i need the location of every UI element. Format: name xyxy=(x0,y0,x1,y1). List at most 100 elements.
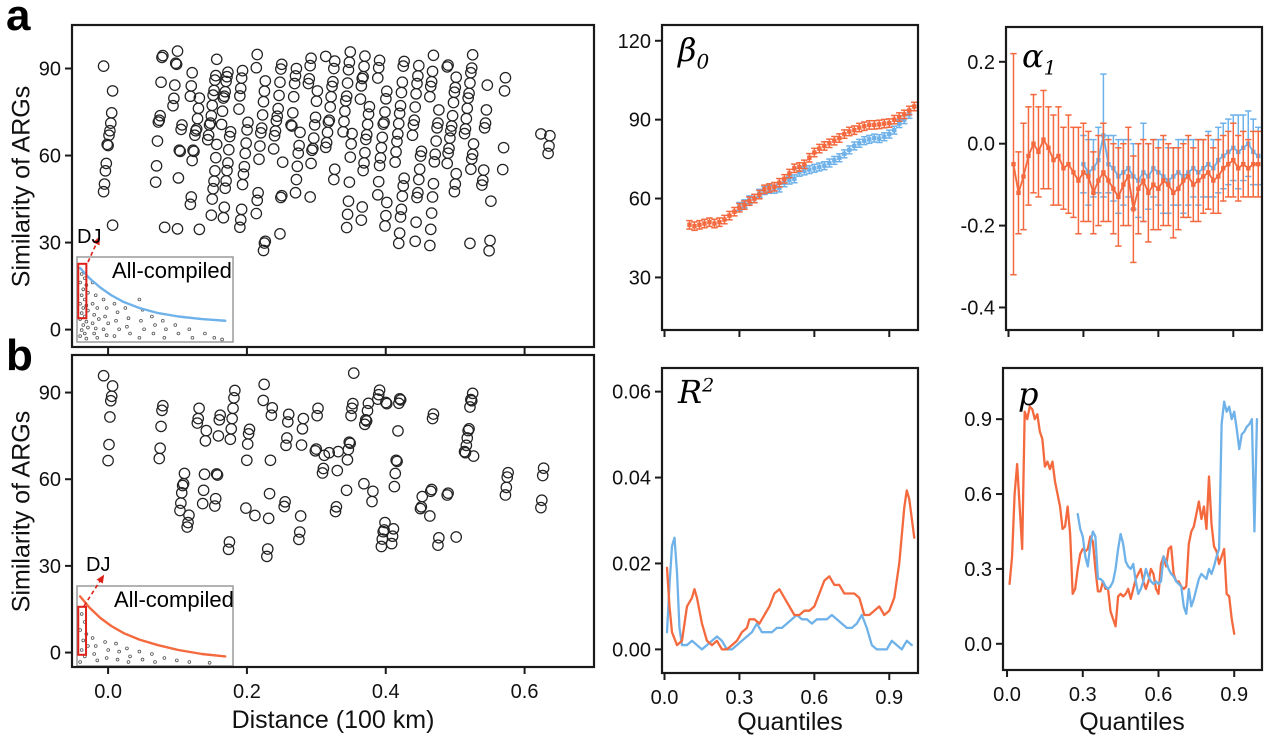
scatter-point xyxy=(465,393,477,406)
scatter-point xyxy=(466,148,479,161)
scatter-point xyxy=(411,77,423,90)
scatter-point xyxy=(154,109,166,122)
scatter-point xyxy=(222,157,234,169)
scatter-point xyxy=(226,412,238,425)
x-tick-label: 0.9 xyxy=(875,687,903,709)
y-tick-label: 0.0 xyxy=(964,634,992,656)
scatter-point xyxy=(309,444,322,457)
scatter-point xyxy=(217,211,230,224)
scatter-point xyxy=(372,61,385,74)
scatter-point xyxy=(476,174,489,187)
scatter-point xyxy=(536,469,549,482)
scatter-point xyxy=(356,72,369,85)
y-tick-label: 30 xyxy=(629,267,651,289)
scatter-point xyxy=(444,132,456,144)
scatter-point xyxy=(209,151,222,164)
panel-b-x-axis-title: Distance (100 km) xyxy=(231,706,435,734)
scatter-point xyxy=(222,66,234,79)
scatter-point xyxy=(196,497,209,510)
scatter-point xyxy=(312,402,324,415)
scatter-point xyxy=(358,60,370,73)
scatter-point xyxy=(464,237,476,250)
scatter-point xyxy=(465,62,478,74)
scatter-point xyxy=(398,172,410,185)
scatter-point xyxy=(182,516,194,529)
scatter-point xyxy=(499,71,512,84)
scatter-point xyxy=(393,227,406,239)
x-tick-label: 0.4 xyxy=(372,681,400,703)
scatter-point xyxy=(450,531,463,543)
scatter-point xyxy=(447,96,460,109)
scatter-point xyxy=(154,442,166,455)
scatter-point xyxy=(251,48,264,61)
scatter-point xyxy=(441,61,454,73)
scatter-point xyxy=(254,140,266,152)
y-tick-label: 60 xyxy=(39,146,61,168)
scatter-point xyxy=(149,176,162,188)
scatter-point xyxy=(397,180,410,192)
panel-a-letter: a xyxy=(6,0,31,40)
scatter-point xyxy=(223,536,236,548)
scatter-point xyxy=(345,138,358,150)
scatter-point xyxy=(289,70,302,82)
scatter-point xyxy=(448,185,461,198)
scatter-point xyxy=(358,157,370,169)
scatter-point xyxy=(459,123,472,135)
scatter-point xyxy=(341,77,354,89)
scatter-point xyxy=(208,175,220,187)
scatter-point xyxy=(167,99,179,112)
y-tick-label: 0.6 xyxy=(964,484,992,506)
scatter-point xyxy=(233,103,245,115)
scatter-point xyxy=(424,223,437,236)
scatter-point xyxy=(337,126,349,138)
scatter-point xyxy=(202,129,215,142)
scatter-point xyxy=(395,203,408,216)
panel-a-y-axis-title: Similarity of ARGs xyxy=(7,85,36,288)
scatter-point xyxy=(377,118,390,130)
scatter-point xyxy=(465,163,477,176)
scatter-point xyxy=(175,497,187,509)
scatter-point xyxy=(106,380,119,392)
scatter-point xyxy=(234,90,246,102)
scatter-point xyxy=(242,116,254,129)
scatter-point xyxy=(319,50,332,63)
x-tick-label: 0.6 xyxy=(511,681,539,703)
x-tick-label: 0.6 xyxy=(800,687,828,709)
scatter-point xyxy=(328,163,341,176)
scatter-point xyxy=(257,244,270,257)
scatter-point xyxy=(234,82,247,95)
scatter-point xyxy=(193,223,206,236)
scatter-point xyxy=(449,81,462,94)
scatter-point xyxy=(269,125,282,137)
scatter-point xyxy=(235,203,248,216)
y-tick-label: 0 xyxy=(50,320,61,342)
scatter-point xyxy=(342,63,355,76)
scatter-point xyxy=(371,393,384,405)
scatter-point xyxy=(499,489,512,501)
scatter-point xyxy=(345,409,357,422)
scatter-point xyxy=(362,108,375,120)
p-title: p xyxy=(1018,375,1039,413)
scatter-point xyxy=(152,116,165,128)
scatter-point xyxy=(360,133,372,146)
scatter-point xyxy=(398,55,410,68)
panel-a-dj-annotation: DJ xyxy=(77,226,102,248)
scatter-point xyxy=(443,142,455,155)
scatter-point xyxy=(234,214,247,226)
scatter-point xyxy=(462,424,474,437)
scatter-point xyxy=(258,378,270,391)
scatter-point xyxy=(363,100,376,113)
scatter-point xyxy=(380,92,392,105)
scatter-point xyxy=(213,414,226,426)
scatter-point xyxy=(104,117,117,129)
scatter-point xyxy=(390,146,402,158)
scatter-point xyxy=(393,107,406,120)
scatter-point xyxy=(319,141,332,154)
scatter-point xyxy=(476,179,488,191)
scatter-point xyxy=(500,481,513,494)
scatter-point xyxy=(433,531,445,544)
scatter-point xyxy=(367,485,379,498)
scatter-point xyxy=(424,90,436,103)
scatter-point xyxy=(274,228,286,240)
